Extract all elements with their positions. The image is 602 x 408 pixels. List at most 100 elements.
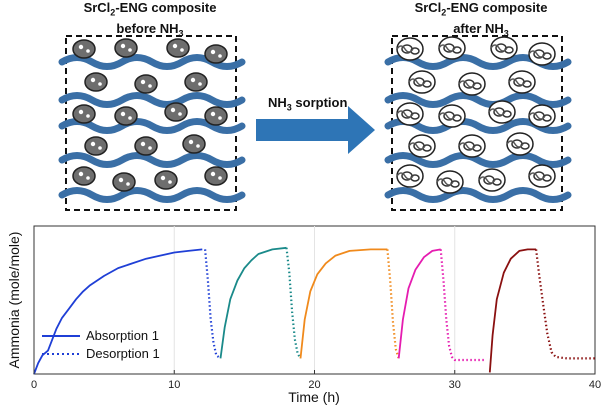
x-tick-label: 20 (308, 379, 320, 391)
particle-pore (190, 77, 196, 83)
sorption-label: NH3 sorption (268, 95, 348, 113)
particle-shell (528, 50, 546, 58)
particle-pore (210, 49, 216, 55)
particle-pore (78, 109, 84, 115)
series-line-7 (397, 248, 441, 359)
graphite-layer (384, 92, 572, 108)
salt-particle (112, 172, 136, 192)
salt-particle (166, 38, 190, 58)
x-tick-label: 0 (31, 379, 37, 391)
particle-shell (490, 44, 508, 52)
particle-pore (178, 112, 182, 116)
particle-shell (438, 112, 456, 120)
particle-shell (396, 172, 414, 180)
x-tick-label: 30 (449, 379, 461, 391)
particle-pore (210, 111, 216, 117)
series-line-10 (535, 249, 595, 360)
graphite-layer (384, 152, 572, 168)
particle-pore (120, 43, 126, 49)
particle-pore (90, 141, 96, 147)
particle-shell (458, 80, 476, 88)
process-arrow (256, 106, 375, 154)
salt-particle (134, 74, 158, 94)
particle-shell (508, 78, 526, 86)
after-label: SrCl2-ENG composite after NH3 (414, 0, 548, 39)
salt-particle (72, 166, 96, 186)
series-line-8 (439, 249, 486, 362)
particle-pore (118, 177, 124, 183)
composite-before-box (58, 35, 246, 211)
particle-pore (86, 49, 90, 53)
salt-particle (72, 104, 96, 124)
particle-shell (528, 172, 546, 180)
series-line-4 (285, 247, 302, 359)
particle-pore (86, 176, 90, 180)
graphite-layer (58, 118, 246, 134)
schematic-illustration (58, 35, 572, 211)
series-line-9 (488, 248, 537, 373)
salt-particle (84, 136, 108, 156)
particle-shell (458, 142, 476, 150)
legend-desorption: Desorption 1 (86, 346, 160, 361)
salt-particle (114, 106, 138, 126)
salt-particle (114, 38, 138, 58)
x-axis-title: Time (h) (288, 389, 340, 405)
legend-absorption: Absorption 1 (86, 328, 159, 343)
legend: Absorption 1 Desorption 1 (42, 328, 160, 361)
particle-pore (86, 114, 90, 118)
before-label: SrCl2-ENG composite before NH3 (83, 0, 217, 39)
salt-particle (154, 170, 178, 190)
particle-shell (408, 78, 426, 86)
x-tick-label: 10 (168, 379, 180, 391)
particle-pore (172, 43, 178, 49)
x-ticks: 0 10 20 30 40 (31, 370, 601, 391)
series-line-1 (33, 248, 203, 375)
particle-pore (120, 111, 126, 117)
salt-particle (84, 72, 108, 92)
salt-particle (204, 44, 228, 64)
particle-pore (126, 182, 130, 186)
salt-particle (164, 102, 188, 122)
particle-pore (98, 146, 102, 150)
particle-shell (438, 44, 456, 52)
salt-particle (134, 136, 158, 156)
particle-shell (436, 178, 454, 186)
particle-shell (488, 108, 506, 116)
graphite-layer (58, 187, 246, 203)
particle-shell (528, 112, 546, 120)
salt-particle (182, 134, 206, 154)
series-line-6 (386, 249, 400, 359)
particle-pore (210, 171, 216, 177)
graphite-layer (58, 152, 246, 168)
particle-pore (78, 44, 84, 50)
particle-pore (140, 141, 146, 147)
series-layer (33, 246, 595, 375)
particle-pore (78, 171, 84, 177)
particle-pore (148, 84, 152, 88)
particle-pore (160, 175, 166, 181)
particle-shell (396, 110, 414, 118)
salt-particle (72, 39, 96, 59)
particle-shell (408, 142, 426, 150)
y-axis-title: Ammonia (mole/mole) (6, 232, 22, 369)
particle-pore (180, 48, 184, 52)
x-tick-label: 40 (589, 379, 601, 391)
graphite-layer (384, 187, 572, 203)
particle-pore (188, 139, 194, 145)
particle-pore (148, 146, 152, 150)
salt-particle (204, 166, 228, 186)
particle-pore (170, 107, 176, 113)
composite-after-box (384, 35, 572, 211)
particle-pore (168, 180, 172, 184)
series-line-3 (219, 246, 287, 359)
plot-frame (33, 225, 596, 375)
particle-shell (396, 45, 414, 53)
graphite-layer (58, 92, 246, 108)
particle-pore (198, 82, 202, 86)
particle-pore (128, 116, 132, 120)
particle-pore (218, 116, 222, 120)
particle-pore (90, 77, 96, 83)
particle-pore (140, 79, 146, 85)
gridlines (173, 226, 456, 374)
particle-pore (196, 144, 200, 148)
